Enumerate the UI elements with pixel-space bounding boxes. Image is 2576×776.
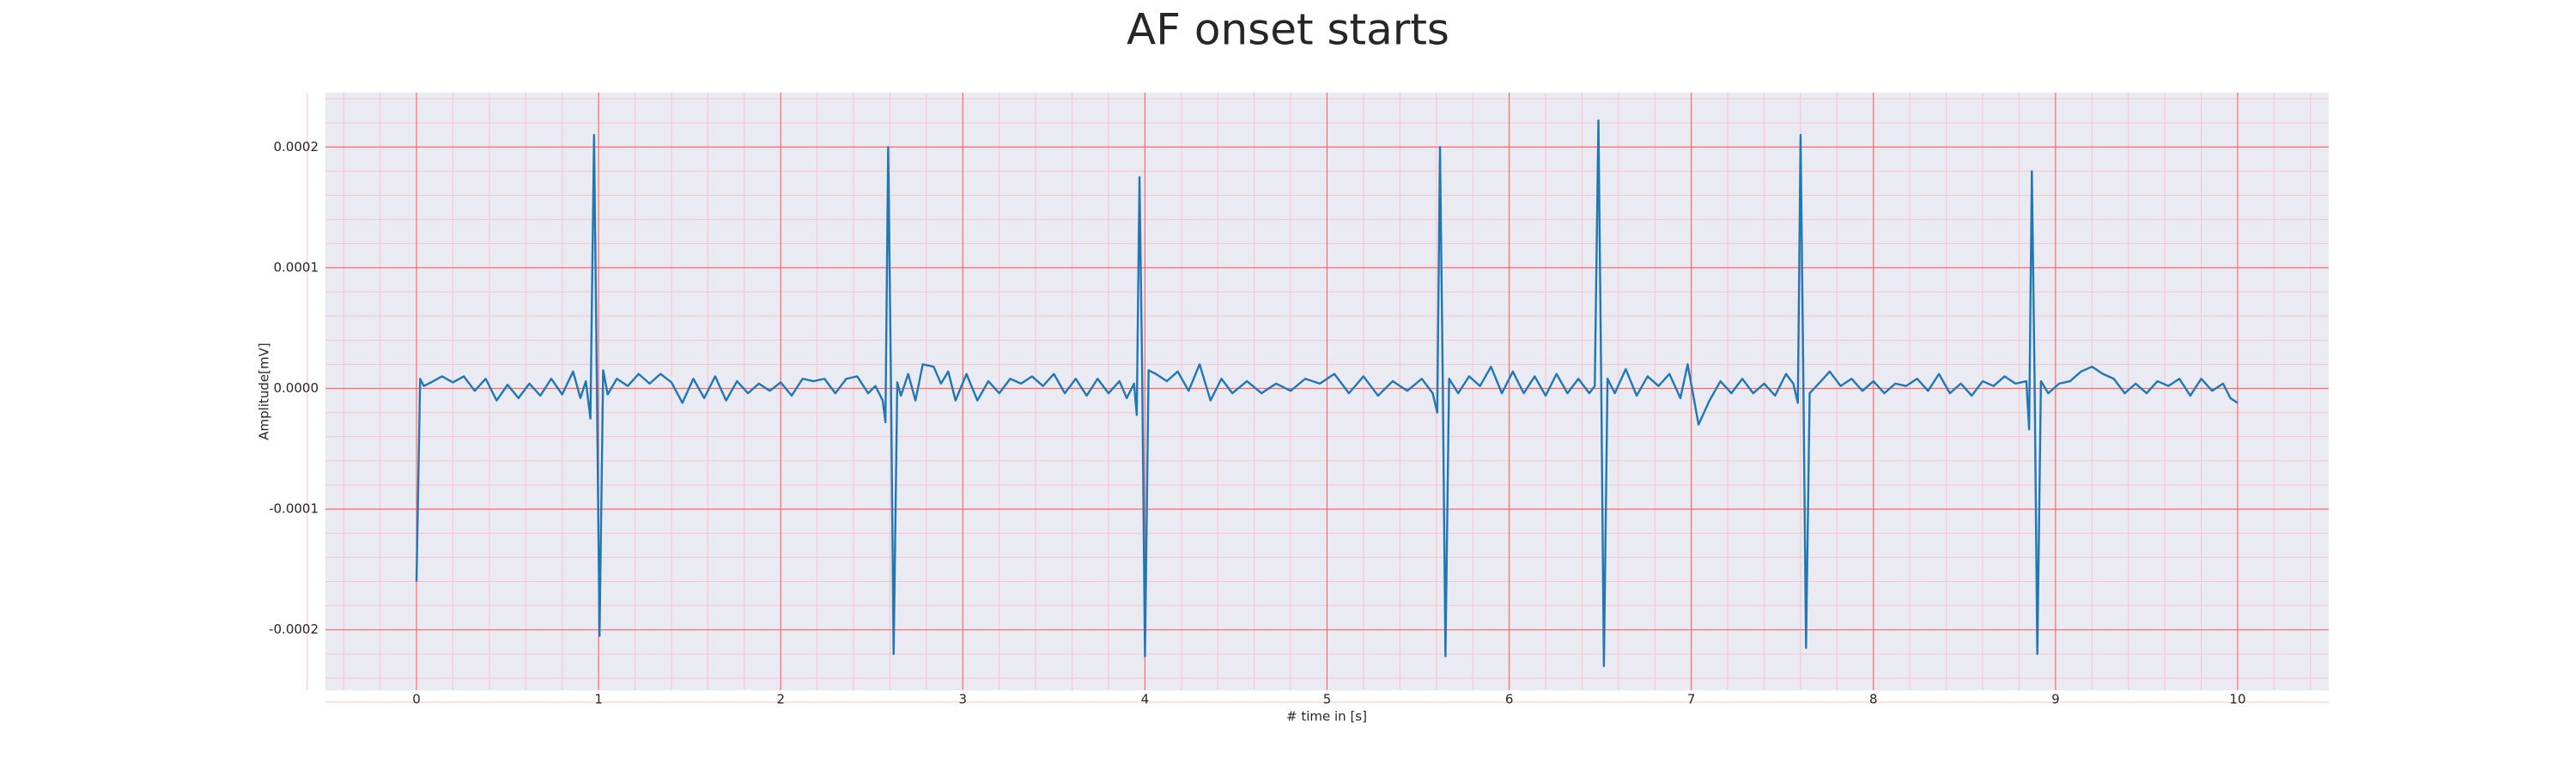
chart-title: AF onset starts: [1127, 5, 1449, 55]
y-tick-label: 0.0002: [274, 139, 319, 155]
x-tick-label: 10: [2229, 692, 2245, 707]
x-tick-label: 9: [2051, 692, 2060, 707]
x-tick-label: 3: [959, 692, 968, 707]
data-line: [415, 119, 2239, 668]
x-tick-label: 5: [1323, 692, 1332, 707]
x-tick-label: 1: [594, 692, 603, 707]
x-tick-label: 6: [1505, 692, 1514, 707]
y-axis-label: Amplitude[mV]: [257, 343, 272, 440]
y-tick-label: 0.0000: [274, 380, 319, 396]
x-tick-label: 8: [1869, 692, 1878, 707]
y-tick-label: 0.0001: [274, 259, 319, 275]
x-tick-label: 7: [1687, 692, 1696, 707]
x-tick-label: 2: [776, 692, 785, 707]
x-tick-label: 0: [412, 692, 421, 707]
y-tick-label: -0.0001: [269, 501, 319, 517]
y-tick-label: -0.0002: [269, 621, 319, 637]
x-tick-label: 4: [1141, 692, 1150, 707]
x-axis-label: # time in [s]: [1286, 709, 1367, 724]
